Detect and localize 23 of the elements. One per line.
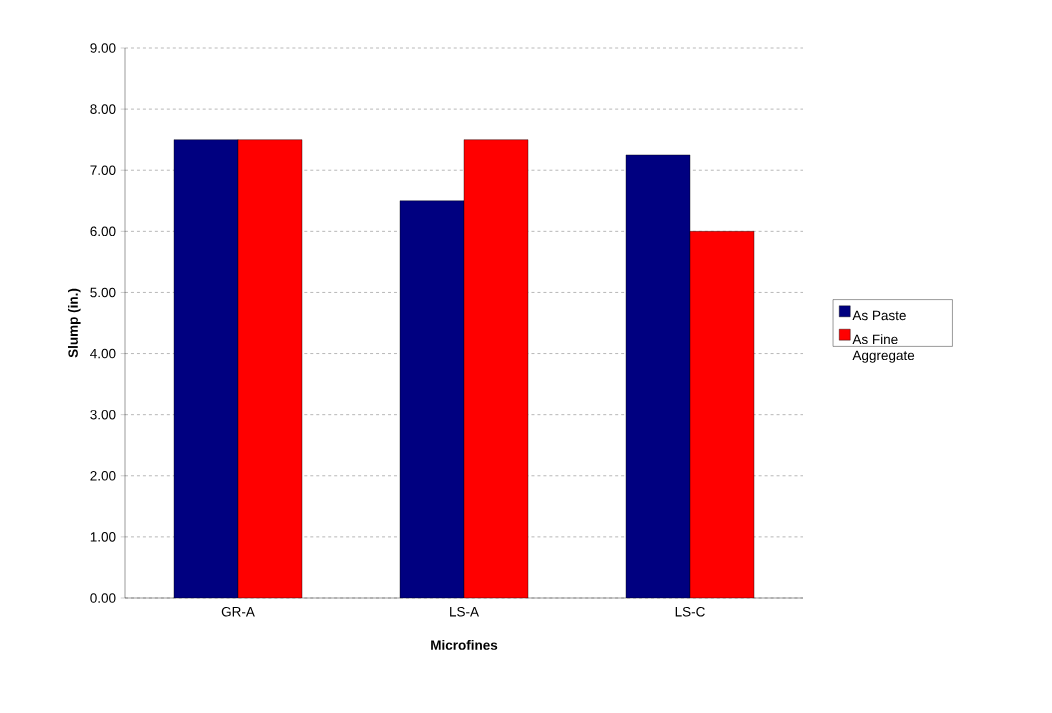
legend-label: As Fine Aggregate bbox=[852, 334, 915, 363]
y-tick-label: 6.00 bbox=[90, 226, 116, 237]
y-tick-label: 3.00 bbox=[90, 409, 116, 420]
legend-label: As Paste bbox=[852, 310, 906, 321]
y-tick-label: 2.00 bbox=[90, 471, 116, 481]
bar bbox=[238, 139, 302, 598]
y-tick-label: 4.00 bbox=[90, 348, 116, 359]
y-tick-label: 1.00 bbox=[90, 532, 116, 542]
bar bbox=[174, 139, 238, 598]
x-tick-label: LS-A bbox=[450, 606, 479, 617]
y-tick-label: 0.00 bbox=[90, 593, 116, 603]
y-tick-label: 8.00 bbox=[90, 104, 116, 114]
y-axis-title: Slump (in.) bbox=[67, 288, 81, 358]
x-tick-label: GR-A bbox=[221, 606, 255, 617]
bar bbox=[625, 154, 691, 598]
y-tick-label: 7.00 bbox=[90, 165, 116, 175]
x-axis-title: Microfines bbox=[431, 639, 498, 650]
x-tick-label: LS-C bbox=[675, 606, 705, 617]
bar bbox=[400, 200, 464, 598]
y-tick-label: 9.00 bbox=[90, 43, 116, 53]
bar bbox=[689, 231, 755, 598]
y-tick-label: 5.00 bbox=[90, 287, 116, 298]
bar bbox=[464, 139, 528, 598]
